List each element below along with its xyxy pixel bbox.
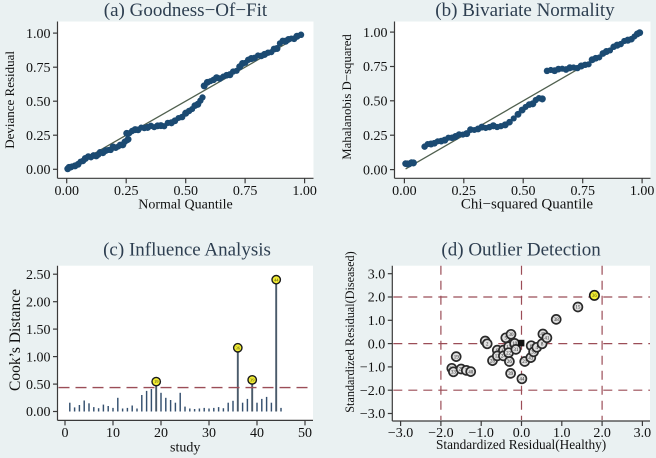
- svg-text:1.00: 1.00: [26, 27, 51, 42]
- svg-text:24: 24: [501, 355, 507, 360]
- svg-text:0.0: 0.0: [368, 337, 386, 352]
- svg-text:10: 10: [106, 426, 120, 441]
- svg-text:−3.0: −3.0: [360, 407, 385, 422]
- svg-text:1.00: 1.00: [630, 184, 655, 199]
- svg-text:4: 4: [536, 346, 539, 351]
- svg-text:0.00: 0.00: [363, 163, 388, 178]
- svg-text:0.75: 0.75: [570, 184, 595, 199]
- svg-text:(a) Goodness−Of−Fit: (a) Goodness−Of−Fit: [104, 0, 268, 21]
- svg-text:0.25: 0.25: [26, 129, 51, 144]
- svg-text:Normal Quantile: Normal Quantile: [138, 198, 232, 213]
- svg-text:Standardized Residual(Diseased: Standardized Residual(Diseased): [343, 251, 357, 412]
- svg-text:0.25: 0.25: [363, 129, 388, 144]
- svg-text:0.75: 0.75: [363, 60, 388, 75]
- svg-text:Standardized Residual(Healthy): Standardized Residual(Healthy): [436, 437, 606, 452]
- svg-text:40: 40: [468, 370, 474, 375]
- svg-text:43: 43: [528, 356, 534, 361]
- svg-text:0.00: 0.00: [26, 405, 51, 420]
- svg-text:30: 30: [202, 426, 216, 441]
- svg-text:19: 19: [454, 355, 460, 360]
- svg-text:0.50: 0.50: [173, 184, 198, 199]
- svg-text:33: 33: [451, 371, 457, 376]
- svg-text:(d) Outlier Detection: (d) Outlier Detection: [441, 240, 601, 261]
- svg-text:2.00: 2.00: [26, 295, 51, 310]
- svg-text:2: 2: [486, 343, 489, 348]
- svg-text:0.75: 0.75: [233, 184, 258, 199]
- svg-text:38: 38: [554, 318, 560, 323]
- svg-text:0.50: 0.50: [26, 378, 51, 393]
- svg-text:8: 8: [541, 343, 544, 348]
- svg-text:39: 39: [508, 372, 514, 377]
- svg-text:36: 36: [592, 294, 598, 299]
- svg-text:3.0: 3.0: [634, 426, 652, 441]
- svg-text:6: 6: [530, 344, 533, 349]
- svg-text:−1.0: −1.0: [360, 361, 385, 376]
- svg-text:0: 0: [62, 426, 69, 441]
- svg-text:26: 26: [507, 360, 513, 365]
- svg-text:0.50: 0.50: [363, 95, 388, 110]
- svg-text:Chi−squared Quantile: Chi−squared Quantile: [461, 197, 594, 213]
- svg-text:2.0: 2.0: [593, 426, 611, 441]
- svg-text:22: 22: [506, 351, 512, 356]
- svg-text:5: 5: [505, 337, 508, 342]
- svg-text:0.50: 0.50: [26, 95, 51, 110]
- svg-text:1.00: 1.00: [292, 184, 317, 199]
- svg-text:39: 39: [250, 378, 255, 383]
- svg-text:44: 44: [519, 378, 525, 383]
- svg-text:0.00: 0.00: [26, 163, 51, 178]
- svg-text:1.00: 1.00: [363, 26, 388, 41]
- svg-text:Deviance Residual: Deviance Residual: [2, 51, 17, 149]
- svg-text:1.00: 1.00: [26, 350, 51, 365]
- svg-text:1.0: 1.0: [553, 426, 571, 441]
- svg-text:44: 44: [274, 277, 279, 282]
- svg-text:0.75: 0.75: [26, 61, 51, 76]
- svg-text:2.50: 2.50: [26, 268, 51, 283]
- svg-text:(b) Bivariate Normality: (b) Bivariate Normality: [435, 0, 615, 21]
- svg-text:−3.0: −3.0: [388, 426, 413, 441]
- svg-text:41: 41: [544, 337, 550, 342]
- svg-text:Cook’s Distance: Cook’s Distance: [7, 289, 24, 391]
- svg-text:0.50: 0.50: [511, 184, 536, 199]
- svg-text:12: 12: [495, 355, 501, 360]
- svg-text:30: 30: [509, 333, 515, 338]
- svg-text:(c) Influence Analysis: (c) Influence Analysis: [103, 240, 271, 261]
- svg-text:35: 35: [531, 351, 537, 356]
- svg-text:31: 31: [513, 348, 519, 353]
- svg-text:−2.0: −2.0: [428, 426, 453, 441]
- svg-text:−1.0: −1.0: [468, 426, 493, 441]
- svg-text:0.25: 0.25: [114, 184, 139, 199]
- svg-text:1.0: 1.0: [368, 314, 386, 329]
- svg-text:40: 40: [250, 426, 264, 441]
- svg-text:21: 21: [522, 360, 528, 365]
- svg-text:0.25: 0.25: [452, 184, 477, 199]
- svg-text:36: 36: [236, 345, 241, 350]
- svg-text:28: 28: [490, 359, 496, 364]
- svg-text:19: 19: [154, 379, 159, 384]
- svg-text:1.50: 1.50: [26, 323, 51, 338]
- svg-text:3.0: 3.0: [368, 267, 386, 282]
- svg-text:−2.0: −2.0: [360, 384, 385, 399]
- svg-text:15: 15: [575, 306, 581, 311]
- svg-text:20: 20: [154, 426, 168, 441]
- svg-text:2.0: 2.0: [368, 291, 386, 306]
- svg-text:0.00: 0.00: [392, 184, 417, 199]
- svg-text:Mahalanobis D−squared: Mahalanobis D−squared: [340, 34, 354, 160]
- svg-text:study: study: [170, 441, 200, 456]
- svg-text:0.0: 0.0: [513, 426, 531, 441]
- svg-text:50: 50: [298, 426, 312, 441]
- svg-text:0.00: 0.00: [54, 184, 79, 199]
